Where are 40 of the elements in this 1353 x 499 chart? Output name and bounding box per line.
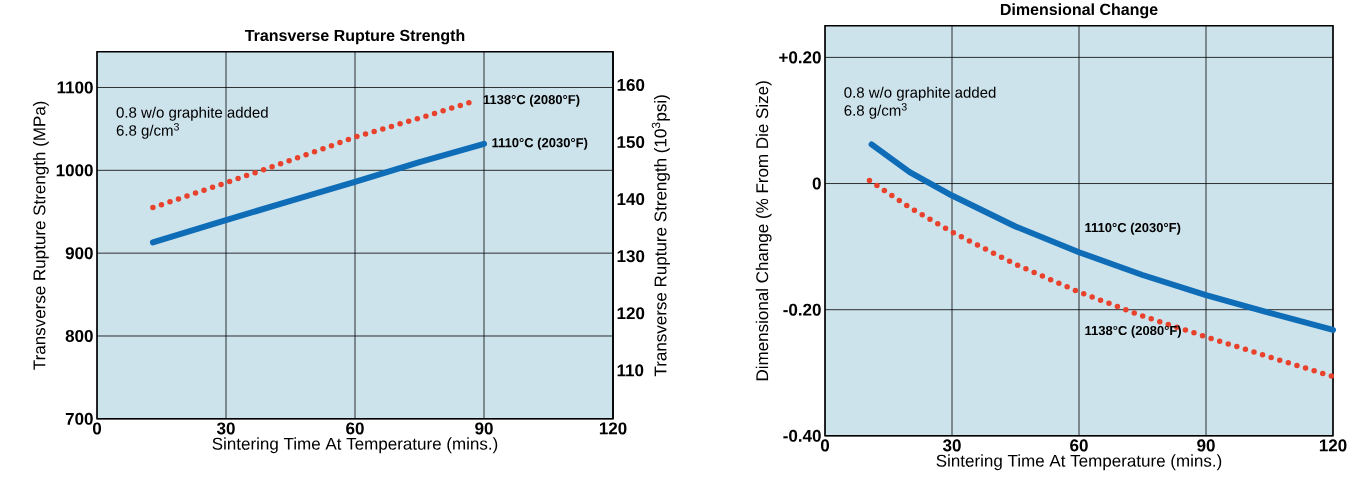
chart-title: Transverse Rupture Strength — [244, 29, 465, 45]
y-axis-title: Dimensional Change (% From Die Size) — [755, 81, 772, 381]
x-axis-title: Sintering Time At Temperature (mins.) — [212, 437, 498, 454]
y2-tick-label: 110 — [617, 364, 644, 377]
x-tick-label: 60 — [1070, 439, 1088, 452]
annotation: 6.8 g/cm$^{3}$ — [844, 103, 907, 119]
x-tick-label: 90 — [1197, 439, 1215, 452]
series-label: 1138°C (2080°F) — [483, 94, 580, 107]
annotation: 0.8 w/o graphite added — [116, 106, 268, 121]
x-tick-label: 0 — [820, 439, 830, 452]
y2-tick-label: 140 — [617, 193, 645, 206]
y2-tick-label: 130 — [617, 250, 645, 263]
annotation: 6.8 g/cm$^{3}$ — [116, 123, 179, 139]
y-tick-label: 700 — [65, 412, 93, 425]
x-tick-label: 90 — [475, 422, 493, 435]
y-tick-label: +0.20 — [779, 51, 821, 64]
y-tick-label: 1100 — [57, 81, 93, 94]
x-tick-label: 60 — [346, 422, 364, 435]
y2-axis-title: Transverse Rupture Strength (10$^{3}$psi) — [651, 95, 670, 377]
series-label: 1110°C (2030°F) — [492, 137, 588, 150]
x-tick-label: 30 — [216, 422, 235, 435]
y2-tick-label: 120 — [617, 307, 645, 320]
series-label: 1138°C (2080°F) — [1085, 325, 1181, 338]
x-tick-label: 0 — [92, 422, 102, 435]
y-tick-label: 800 — [65, 330, 93, 343]
y-axis-title: Transverse Rupture Strength (MPa) — [32, 101, 49, 370]
series-label: 1110°C (2030°F) — [1085, 222, 1181, 235]
y2-tick-label: 160 — [617, 79, 645, 92]
y2-tick-label: 150 — [617, 136, 645, 149]
annotation: 0.8 w/o graphite added — [844, 86, 996, 101]
y-tick-label: -0.40 — [783, 429, 821, 442]
x-axis-title: Sintering Time At Temperature (mins.) — [936, 454, 1222, 471]
y-tick-label: 1000 — [56, 164, 93, 177]
y-tick-label: 0 — [812, 177, 821, 190]
y-tick-label: 900 — [65, 247, 93, 260]
x-tick-label: 120 — [599, 422, 627, 435]
x-tick-label: 30 — [942, 439, 961, 452]
y-tick-label: -0.20 — [783, 303, 821, 316]
x-tick-label: 120 — [1319, 439, 1347, 452]
chart-title: Dimensional Change — [1000, 3, 1158, 19]
